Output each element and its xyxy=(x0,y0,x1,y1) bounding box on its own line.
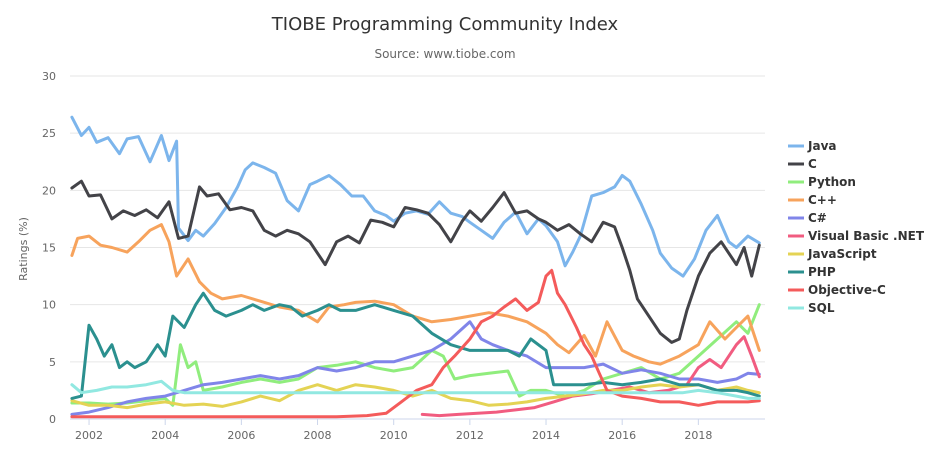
legend-label: Java xyxy=(807,139,836,153)
legend-item[interactable]: JavaScript xyxy=(788,247,877,261)
legend-label: PHP xyxy=(808,265,836,279)
y-tick-label: 0 xyxy=(49,413,56,426)
legend-label: C# xyxy=(808,211,827,225)
series-line-c- xyxy=(70,223,761,366)
x-tick-label: 2004 xyxy=(151,429,179,442)
x-tick-label: 2006 xyxy=(227,429,255,442)
series-line-php xyxy=(70,291,761,400)
chart-title: TIOBE Programming Community Index xyxy=(271,14,619,35)
y-axis-ticks: 0 5 10 15 20 25 30 xyxy=(42,70,56,426)
x-tick-label: 2012 xyxy=(456,429,484,442)
y-tick-label: 15 xyxy=(42,242,56,255)
legend-item[interactable]: C xyxy=(788,157,817,171)
legend-item[interactable]: Visual Basic .NET xyxy=(788,229,925,243)
y-tick-label: 25 xyxy=(42,127,56,140)
legend-label: SQL xyxy=(808,301,835,315)
legend-item[interactable]: SQL xyxy=(788,301,835,315)
x-tick-label: 2014 xyxy=(532,429,560,442)
legend-item[interactable]: Java xyxy=(788,139,836,153)
x-tick-label: 2016 xyxy=(608,429,636,442)
legend: Java C Python C++ C# Visual Basic .NET JavaScr… xyxy=(788,139,925,315)
x-tick-label: 2008 xyxy=(304,429,332,442)
series-line-java xyxy=(70,115,761,278)
legend-label: Python xyxy=(808,175,856,189)
series-line-python xyxy=(70,303,761,407)
legend-item[interactable]: PHP xyxy=(788,265,836,279)
x-tick-label: 2002 xyxy=(75,429,103,442)
x-tick-label: 2010 xyxy=(380,429,408,442)
y-tick-label: 20 xyxy=(42,184,56,197)
series-line-objective-c xyxy=(70,268,761,419)
series-lines xyxy=(70,115,761,419)
legend-item[interactable]: C# xyxy=(788,211,827,225)
legend-label: Visual Basic .NET xyxy=(808,229,925,243)
series-line-visual-basic-net xyxy=(420,335,761,418)
y-tick-label: 30 xyxy=(42,70,56,83)
legend-label: JavaScript xyxy=(807,247,877,261)
legend-label: Objective-C xyxy=(808,283,886,297)
legend-label: C xyxy=(808,157,817,171)
y-tick-label: 10 xyxy=(42,299,56,312)
y-axis-label: Ratings (%) xyxy=(17,217,30,281)
legend-item[interactable]: Python xyxy=(788,175,856,189)
legend-item[interactable]: C++ xyxy=(788,193,837,207)
series-line-c xyxy=(70,179,761,344)
legend-label: C++ xyxy=(808,193,837,207)
y-tick-label: 5 xyxy=(49,356,56,369)
chart-subtitle: Source: www.tiobe.com xyxy=(374,47,515,61)
grid-lines xyxy=(70,75,765,420)
series-line-sql xyxy=(70,379,761,400)
series-line-c- xyxy=(70,320,761,416)
x-tick-label: 2018 xyxy=(684,429,712,442)
x-axis: 2002 2004 2006 2008 2010 2012 2014 2016 2018 xyxy=(75,419,712,442)
legend-item[interactable]: Objective-C xyxy=(788,283,886,297)
